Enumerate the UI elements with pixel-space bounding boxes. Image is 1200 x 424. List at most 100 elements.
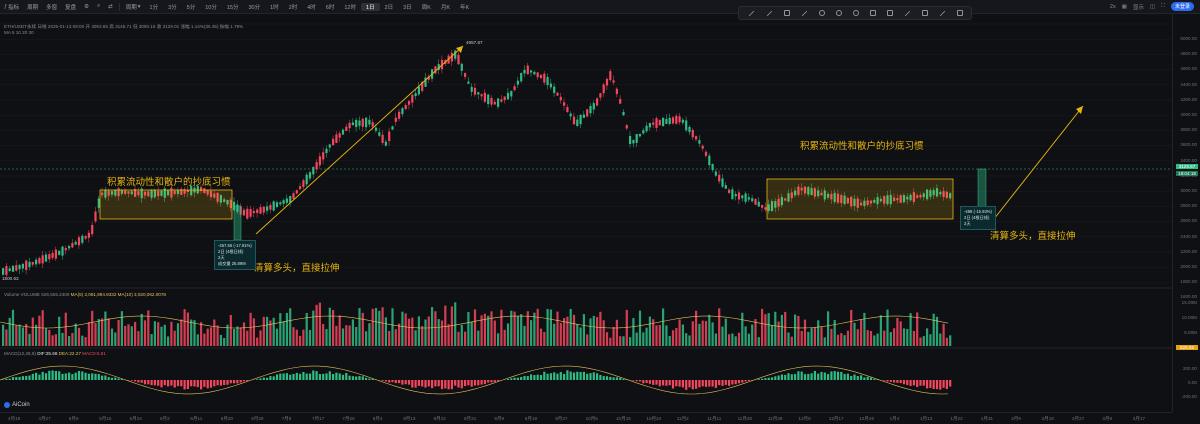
timeframe-6[interactable]: 1时: [270, 4, 279, 11]
timeframe-3[interactable]: 10分: [205, 4, 217, 11]
candle: [619, 98, 622, 104]
price-axis[interactable]: 5000.00 4800.00 4600.00 4400.00 4200.00 4000.…: [1172, 14, 1200, 412]
lock-tool-icon[interactable]: [956, 10, 963, 16]
brush-tool-icon[interactable]: [869, 10, 876, 16]
timeframe-5[interactable]: 30分: [248, 4, 261, 11]
candle: [292, 193, 295, 199]
volume-bar: [685, 333, 688, 346]
arc-tool-icon[interactable]: [852, 10, 859, 16]
indicators-label: 指标: [8, 4, 20, 11]
rectangle-tool-icon[interactable]: [783, 10, 790, 16]
timeframe-2[interactable]: 5分: [186, 4, 196, 11]
screenshot-icon[interactable]: ◫: [1149, 3, 1156, 10]
candle: [110, 191, 114, 195]
candle: [559, 96, 562, 101]
timeframe-0[interactable]: 1分: [149, 4, 159, 11]
timeframe-11[interactable]: 1日: [360, 2, 380, 11]
timeframe-14[interactable]: 周K: [421, 4, 431, 11]
candle: [391, 126, 394, 130]
search-icon[interactable]: ⌕: [97, 3, 101, 9]
fib-tool-icon[interactable]: [921, 10, 928, 16]
price-label: 2200.00: [1180, 248, 1197, 254]
settings-icon[interactable]: ⚙: [84, 3, 90, 10]
candle: [549, 83, 552, 88]
candle: [147, 191, 150, 197]
candle: [381, 134, 384, 143]
macd-histogram-bar: [741, 380, 744, 383]
candle: [797, 186, 800, 195]
candle: [68, 245, 71, 249]
zoom-mode[interactable]: 2x: [1109, 3, 1116, 10]
candle: [8, 268, 11, 272]
ellipse-tool-icon[interactable]: [818, 10, 825, 16]
timeframe-16[interactable]: 年K: [460, 4, 470, 11]
volume-bar: [823, 337, 826, 346]
period-dropdown[interactable]: 周期 ▾: [122, 3, 145, 11]
text-tool-icon[interactable]: [886, 10, 893, 16]
volume-bar: [731, 333, 734, 346]
candle: [794, 190, 797, 196]
volume-bar: [279, 313, 282, 346]
candle: [497, 98, 500, 107]
timeframe-9[interactable]: 6时: [325, 4, 335, 11]
period-button[interactable]: 周期: [23, 3, 42, 11]
fullscreen-icon[interactable]: ⛶: [1161, 3, 1165, 9]
display-icon[interactable]: ▦: [1121, 3, 1127, 10]
macd-histogram-bar: [384, 380, 387, 382]
macd-dea-line: [0, 365, 949, 395]
time-axis[interactable]: 4月18 4月27 5月6 5月15 5月24 6月2 6月11 6月20 6月29 7月8 7月1…: [0, 412, 1172, 424]
circle-tool-icon[interactable]: [835, 10, 842, 16]
macd-histogram-bar: [893, 380, 896, 383]
macd-histogram-bar: [365, 377, 368, 380]
candle: [223, 199, 226, 202]
time-label: 11月29: [768, 416, 783, 421]
timeframe-10[interactable]: 12时: [344, 4, 356, 11]
time-label: 5月15: [99, 416, 112, 421]
candle: [460, 63, 463, 71]
compare-icon[interactable]: ⇄: [108, 3, 113, 10]
indicators-button[interactable]: ƒ 指标: [0, 3, 23, 11]
price-label: 3600.00: [1180, 142, 1197, 148]
candle: [21, 263, 24, 269]
candle: [81, 235, 84, 243]
price-label: 3000.00: [1180, 188, 1197, 193]
volume-bar: [11, 309, 15, 346]
volume-bar: [780, 314, 783, 346]
price-chart[interactable]: 4957.67 1500.63: [0, 14, 1172, 412]
macd-histogram-bar: [38, 374, 41, 380]
volume-bar: [572, 314, 576, 346]
candle: [612, 80, 615, 83]
candle: [813, 188, 816, 197]
volume-bar: [68, 336, 71, 346]
candle: [407, 101, 411, 105]
candle: [58, 250, 61, 255]
candle: [282, 200, 285, 204]
candle: [351, 122, 354, 126]
timeframe-4[interactable]: 15分: [226, 4, 239, 11]
candle: [421, 81, 424, 91]
timeframe-1[interactable]: 3分: [168, 4, 177, 11]
timeframe-13[interactable]: 3日: [403, 4, 412, 11]
replay-button[interactable]: 复盘: [61, 3, 80, 11]
time-label: 7月8: [281, 416, 292, 421]
timeframe-12[interactable]: 2日: [384, 4, 394, 11]
timeframe-7[interactable]: 2时: [288, 4, 298, 11]
candle: [728, 189, 731, 193]
candle: [596, 98, 599, 106]
volume-bar: [302, 329, 305, 346]
volume-bar: [678, 319, 681, 346]
volume-bar: [163, 324, 166, 346]
multi-window-button[interactable]: 多窗: [42, 3, 61, 11]
timeframe-15[interactable]: 月K: [440, 4, 451, 11]
timeframe-8[interactable]: 4时: [307, 4, 316, 11]
volume-bar: [833, 320, 836, 346]
macd-histogram-bar: [803, 374, 807, 380]
macd-histogram-bar: [662, 380, 665, 386]
login-pill[interactable]: 未登录: [1170, 2, 1194, 11]
candle: [912, 192, 915, 202]
macd-histogram-bar: [764, 378, 767, 380]
volume-bar: [64, 312, 67, 346]
macd-histogram-bar: [388, 380, 391, 383]
display-button[interactable]: 显示: [1132, 4, 1144, 11]
candle: [41, 255, 44, 264]
